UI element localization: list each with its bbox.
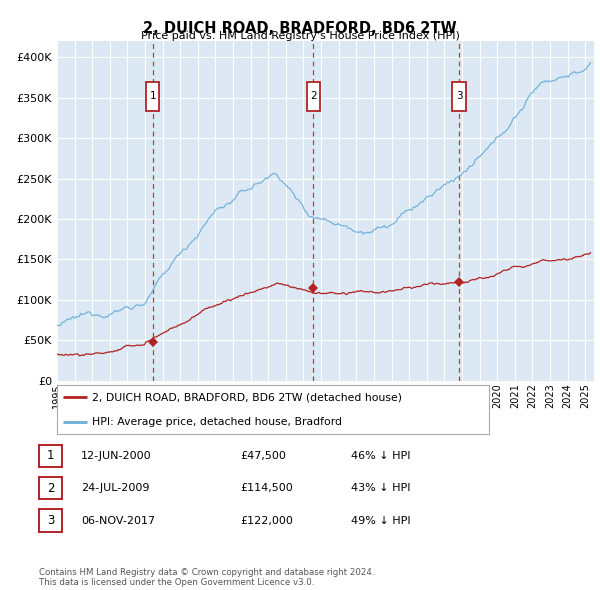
Text: £47,500: £47,500 (240, 451, 286, 461)
Text: 2: 2 (310, 91, 317, 101)
Text: 3: 3 (47, 514, 54, 527)
Text: 1: 1 (149, 91, 156, 101)
FancyBboxPatch shape (307, 81, 320, 111)
Text: 06-NOV-2017: 06-NOV-2017 (81, 516, 155, 526)
Text: 2, DUICH ROAD, BRADFORD, BD6 2TW: 2, DUICH ROAD, BRADFORD, BD6 2TW (143, 21, 457, 35)
Text: 12-JUN-2000: 12-JUN-2000 (81, 451, 152, 461)
Text: Price paid vs. HM Land Registry's House Price Index (HPI): Price paid vs. HM Land Registry's House … (140, 31, 460, 41)
Text: HPI: Average price, detached house, Bradford: HPI: Average price, detached house, Brad… (92, 417, 341, 427)
Text: 46% ↓ HPI: 46% ↓ HPI (351, 451, 410, 461)
Text: Contains HM Land Registry data © Crown copyright and database right 2024.
This d: Contains HM Land Registry data © Crown c… (39, 568, 374, 587)
Text: £114,500: £114,500 (240, 483, 293, 493)
Text: 3: 3 (456, 91, 463, 101)
FancyBboxPatch shape (146, 81, 160, 111)
Text: 2: 2 (47, 481, 54, 495)
Text: 2, DUICH ROAD, BRADFORD, BD6 2TW (detached house): 2, DUICH ROAD, BRADFORD, BD6 2TW (detach… (92, 392, 401, 402)
FancyBboxPatch shape (452, 81, 466, 111)
Text: 43% ↓ HPI: 43% ↓ HPI (351, 483, 410, 493)
Text: £122,000: £122,000 (240, 516, 293, 526)
Text: 24-JUL-2009: 24-JUL-2009 (81, 483, 149, 493)
Text: 1: 1 (47, 449, 54, 463)
Text: 49% ↓ HPI: 49% ↓ HPI (351, 516, 410, 526)
